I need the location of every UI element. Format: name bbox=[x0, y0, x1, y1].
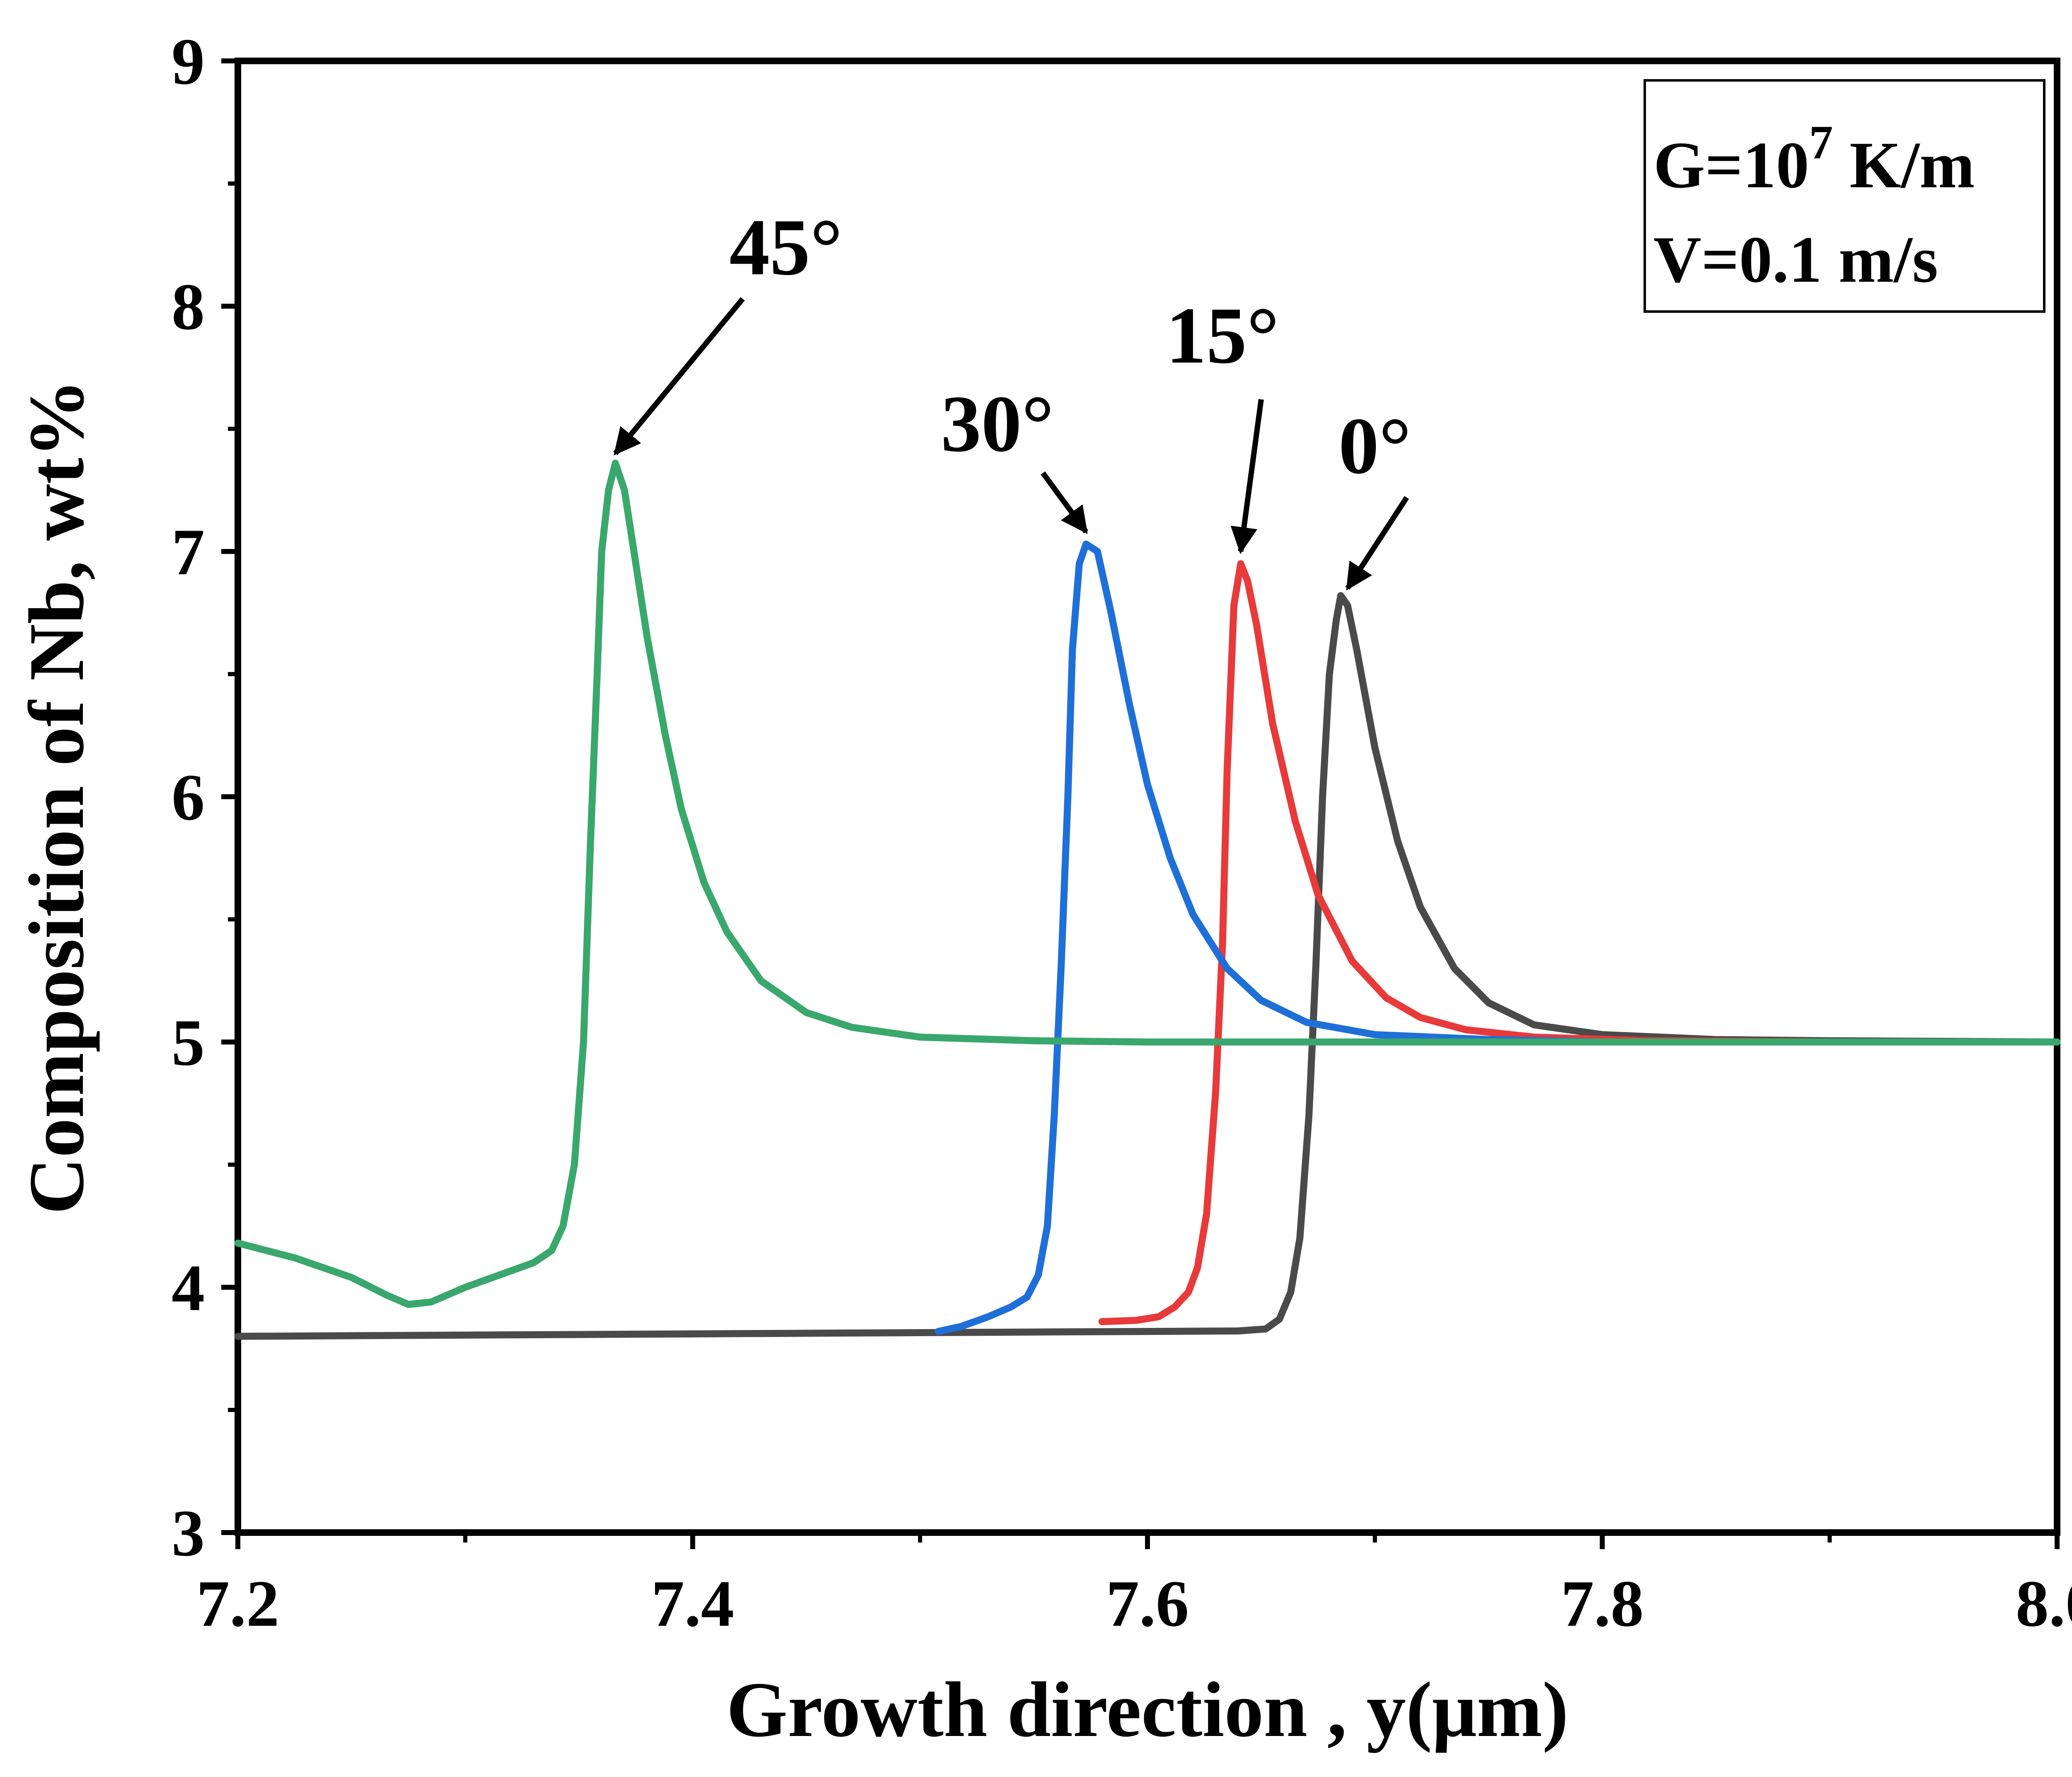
legend-frame bbox=[1644, 79, 2045, 313]
x-tick-label: 7.2 bbox=[196, 1567, 279, 1640]
annotation-label-0deg: 0° bbox=[1339, 401, 1411, 491]
annotation-label-30deg: 30° bbox=[941, 379, 1054, 469]
annotations-layer: 45° 30° 15° 0° bbox=[613, 203, 1411, 591]
series-line-0deg bbox=[234, 592, 2061, 1340]
y-tick-label: 6 bbox=[172, 760, 205, 834]
x-tick-label: 8.0 bbox=[2016, 1567, 2072, 1640]
ticks-layer: 7.2 7.4 7.6 7.8 8.0 3 4 5 6 7 8 9 bbox=[172, 24, 2072, 1640]
legend-gradient-exponent: 7 bbox=[1809, 116, 1833, 169]
legend-gradient-text: G=107 K/m bbox=[1653, 116, 1975, 202]
x-axis-label: Growth direction , y(μm) bbox=[726, 1666, 1569, 1753]
series-line-45deg bbox=[234, 459, 2061, 1308]
annotation-label-15deg: 15° bbox=[1166, 291, 1279, 380]
y-tick-label: 8 bbox=[172, 270, 205, 343]
y-tick-label: 3 bbox=[172, 1496, 205, 1570]
annotation-arrow-15deg bbox=[1230, 399, 1264, 554]
series-line-30deg bbox=[934, 540, 2061, 1335]
y-tick-label: 9 bbox=[172, 24, 205, 98]
legend-velocity-text: V=0.1 m/s bbox=[1653, 222, 1938, 296]
series-layer bbox=[234, 459, 2061, 1340]
x-tick-label: 7.4 bbox=[651, 1567, 734, 1640]
y-tick-label: 5 bbox=[172, 1006, 205, 1079]
series-line-15deg bbox=[1098, 560, 2061, 1325]
y-tick-label: 4 bbox=[172, 1251, 205, 1325]
annotation-arrow-45deg bbox=[613, 297, 745, 456]
legend-box: G=107 K/m V=0.1 m/s bbox=[1644, 79, 2045, 313]
annotation-arrow-0deg bbox=[1345, 496, 1409, 591]
y-axis-label: Composition of Nb, wt% bbox=[13, 379, 100, 1214]
annotation-label-45deg: 45° bbox=[729, 203, 842, 292]
y-tick-label: 7 bbox=[172, 515, 205, 589]
legend-gradient-suffix: K/m bbox=[1833, 128, 1975, 202]
legend-gradient-prefix: G=10 bbox=[1653, 128, 1809, 202]
x-tick-label: 7.8 bbox=[1561, 1567, 1644, 1640]
annotation-arrow-30deg bbox=[1041, 471, 1089, 534]
x-tick-label: 7.6 bbox=[1106, 1567, 1189, 1640]
